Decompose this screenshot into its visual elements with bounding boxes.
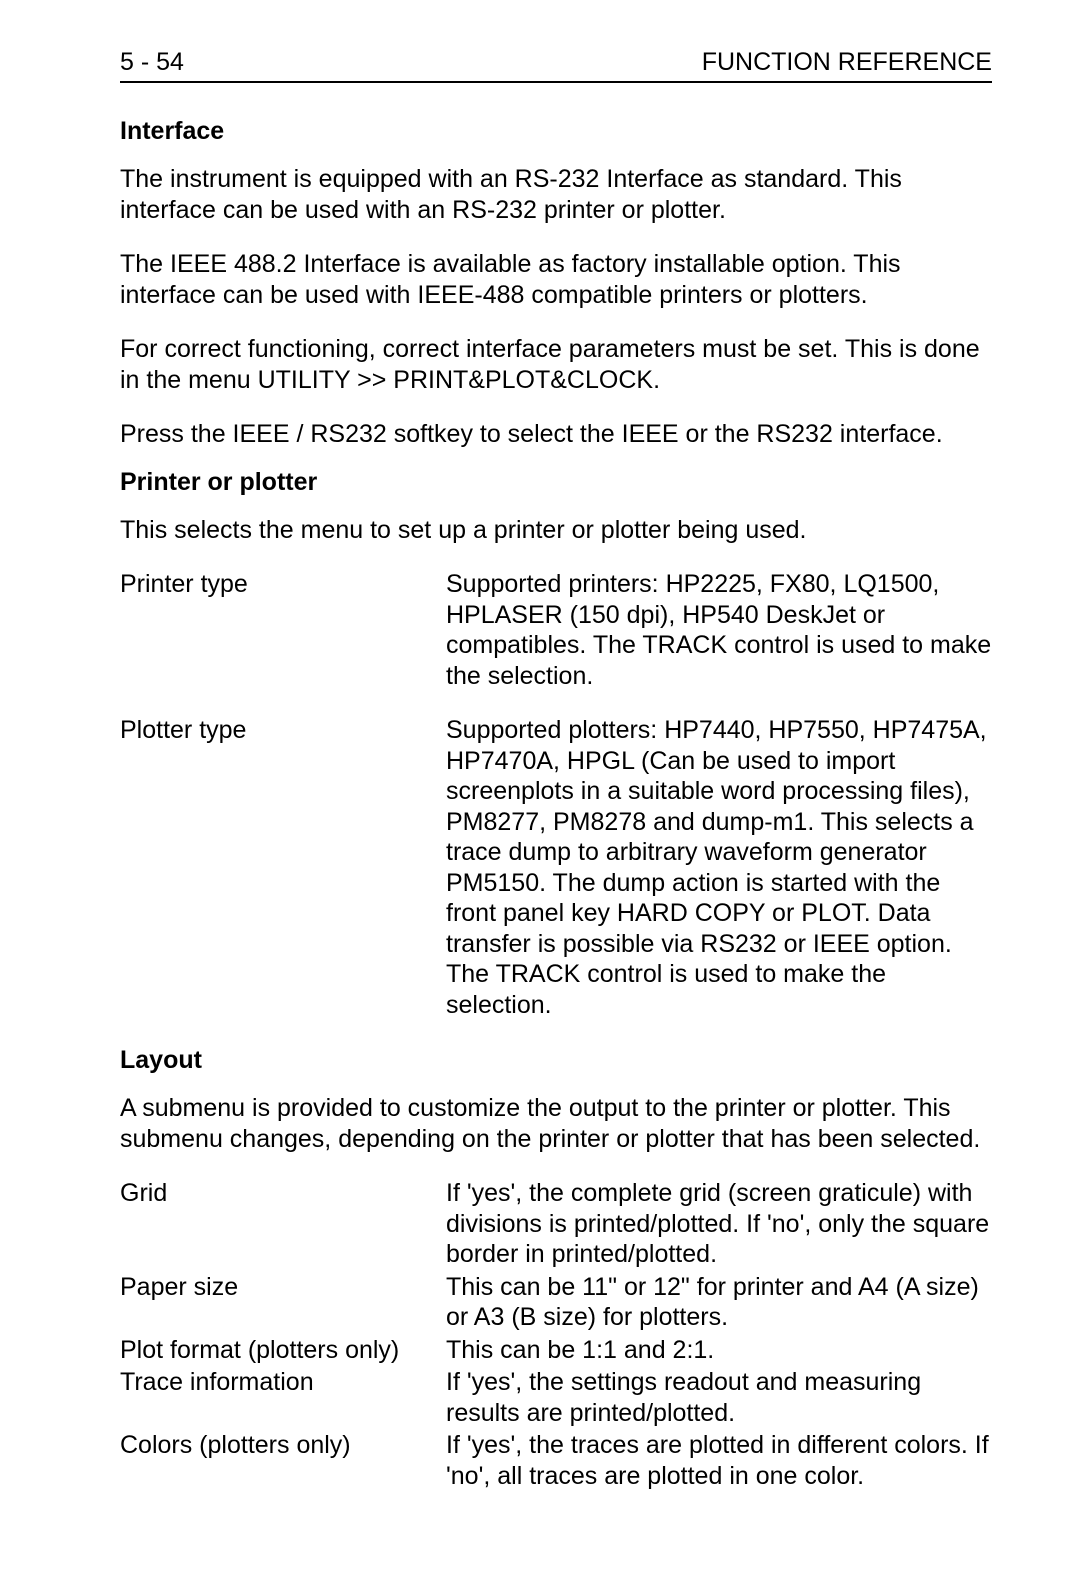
definition-label: Printer type (120, 569, 446, 691)
header-title: FUNCTION REFERENCE (702, 48, 992, 77)
definition-row: Plot format (plotters only) This can be … (120, 1335, 992, 1366)
definition-row: Plotter type Supported plotters: HP7440,… (120, 715, 992, 1020)
definition-value: If 'yes', the complete grid (screen grat… (446, 1178, 992, 1270)
page: 5 - 54 FUNCTION REFERENCE Interface The … (0, 0, 1080, 1577)
definition-label: Trace information (120, 1367, 446, 1428)
definition-label: Plot format (plotters only) (120, 1335, 446, 1366)
definition-row: Printer type Supported printers: HP2225,… (120, 569, 992, 691)
definition-list-printer-plotter: Printer type Supported printers: HP2225,… (120, 569, 992, 1020)
definition-value: Supported plotters: HP7440, HP7550, HP74… (446, 715, 992, 1020)
paragraph: Press the IEEE / RS232 softkey to select… (120, 419, 992, 450)
definition-label: Grid (120, 1178, 446, 1270)
definition-label: Paper size (120, 1272, 446, 1333)
section-heading-layout: Layout (120, 1046, 992, 1075)
definition-label: Plotter type (120, 715, 446, 1020)
definition-row: Colors (plotters only) If 'yes', the tra… (120, 1430, 992, 1491)
paragraph: A submenu is provided to customize the o… (120, 1093, 992, 1154)
definition-value: This can be 1:1 and 2:1. (446, 1335, 992, 1366)
definition-value: If 'yes', the traces are plotted in diff… (446, 1430, 992, 1491)
definition-row: Grid If 'yes', the complete grid (screen… (120, 1178, 992, 1270)
page-number: 5 - 54 (120, 48, 184, 77)
paragraph: This selects the menu to set up a printe… (120, 515, 992, 546)
paragraph: For correct functioning, correct interfa… (120, 334, 992, 395)
definition-label: Colors (plotters only) (120, 1430, 446, 1491)
definition-value: Supported printers: HP2225, FX80, LQ1500… (446, 569, 992, 691)
definition-row: Paper size This can be 11" or 12" for pr… (120, 1272, 992, 1333)
paragraph: The instrument is equipped with an RS-23… (120, 164, 992, 225)
section-heading-printer-plotter: Printer or plotter (120, 468, 992, 497)
section-heading-interface: Interface (120, 117, 992, 146)
definition-value: This can be 11" or 12" for printer and A… (446, 1272, 992, 1333)
definition-value: If 'yes', the settings readout and measu… (446, 1367, 992, 1428)
page-header: 5 - 54 FUNCTION REFERENCE (120, 48, 992, 83)
definition-row: Trace information If 'yes', the settings… (120, 1367, 992, 1428)
paragraph: The IEEE 488.2 Interface is available as… (120, 249, 992, 310)
definition-list-layout: Grid If 'yes', the complete grid (screen… (120, 1178, 992, 1491)
